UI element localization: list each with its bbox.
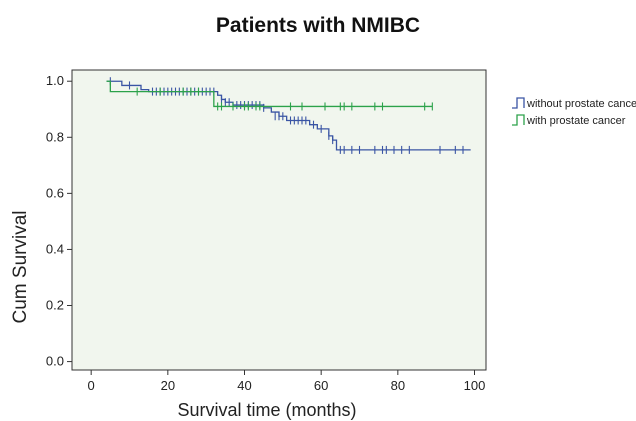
series-layer <box>106 77 471 154</box>
legend-swatch-with <box>512 114 525 126</box>
chart-title: Patients with NMIBC <box>215 14 421 37</box>
legend: without prostate cancer with prostate can… <box>512 97 636 127</box>
y-axis-label: Cum Survival <box>10 211 31 324</box>
x-axis: 0 20 40 60 80 100 <box>88 370 486 393</box>
x-tick-label: 80 <box>391 378 405 393</box>
survival-curve-with <box>106 80 433 108</box>
series-with-prostate-cancer <box>106 80 433 111</box>
x-axis-label: Survival time (months) <box>177 400 356 420</box>
legend-label-without: without prostate cancer <box>526 98 636 110</box>
y-tick-label: 0.2 <box>46 298 64 313</box>
legend-label-with: with prostate cancer <box>526 115 626 127</box>
x-tick-label: 20 <box>161 378 175 393</box>
y-tick-label: 1.0 <box>46 73 64 88</box>
x-tick-label: 0 <box>88 378 95 393</box>
x-tick-label: 100 <box>464 378 486 393</box>
x-tick-label: 60 <box>314 378 328 393</box>
y-tick-label: 0.8 <box>46 129 64 144</box>
legend-swatch-without <box>512 97 525 109</box>
y-axis: 0.0 0.2 0.4 0.6 0.8 1.0 <box>46 73 72 369</box>
y-tick-label: 0.4 <box>46 241 64 256</box>
y-tick-label: 0.6 <box>46 185 64 200</box>
plot-area <box>71 69 487 371</box>
x-tick-label: 40 <box>237 378 251 393</box>
y-tick-label: 0.0 <box>46 354 64 369</box>
